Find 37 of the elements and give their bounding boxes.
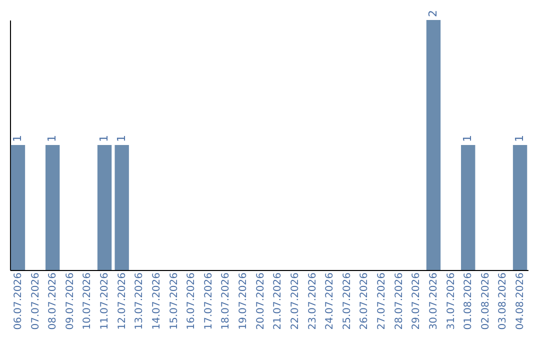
x-tick-label: 22.07.2026 (290, 272, 301, 330)
data-label: 1 (513, 135, 526, 142)
x-tick-label: 23.07.2026 (307, 272, 318, 330)
x-tick-label: 18.07.2026 (220, 272, 232, 330)
x-tick-label: 17.07.2026 (203, 272, 214, 330)
x-tick-label: 12.07.2026 (116, 272, 128, 330)
x-tick-label: 08.07.2026 (48, 272, 59, 330)
x-tick-label: 31.07.2026 (446, 272, 457, 330)
data-label: 1 (461, 135, 474, 142)
x-tick-label: 02.08.2026 (480, 272, 492, 330)
x-tick-label: 30.07.2026 (428, 272, 440, 330)
x-tick-label: 01.08.2026 (463, 272, 474, 330)
x-tick-label: 11.07.2026 (100, 272, 111, 330)
x-tick-label: 07.07.2026 (30, 272, 42, 330)
x-tick-label: 10.07.2026 (82, 272, 94, 330)
x-tick-label: 19.07.2026 (238, 272, 250, 330)
x-tick-label: 03.08.2026 (498, 272, 509, 330)
x-tick-label: 20.07.2026 (255, 272, 266, 330)
x-tick-label: 26.07.2026 (359, 272, 370, 330)
data-label: 1 (46, 135, 59, 142)
x-tick-label: 09.07.2026 (64, 272, 76, 330)
data-label: 1 (98, 135, 111, 142)
data-label: 2 (426, 10, 440, 17)
x-tick-label: 16.07.2026 (186, 272, 198, 330)
x-tick-label: 27.07.2026 (376, 272, 388, 330)
data-label: 1 (10, 135, 24, 142)
x-tick-label: 21.07.2026 (272, 272, 284, 330)
data-label: 1 (114, 135, 128, 142)
x-tick-label: 04.08.2026 (515, 272, 526, 330)
x-tick-label: 14.07.2026 (151, 272, 162, 330)
x-tick-label: 29.07.2026 (411, 272, 422, 330)
x-tick-label: 06.07.2026 (12, 272, 24, 330)
x-tick-label: 24.07.2026 (324, 272, 336, 330)
x-tick-label: 15.07.2026 (168, 272, 180, 330)
x-tick-label: 25.07.2026 (342, 272, 353, 330)
x-tick-label: 13.07.2026 (134, 272, 146, 330)
x-tick-label: 28.07.2026 (394, 272, 405, 330)
